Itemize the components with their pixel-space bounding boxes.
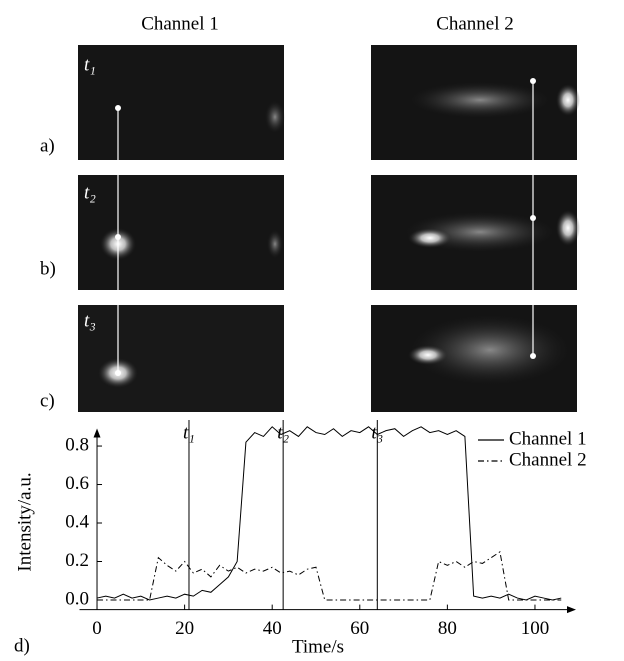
time-marker-label: t₁: [183, 422, 195, 443]
series-line: [96, 426, 562, 601]
x-axis-label: Time/s: [292, 636, 344, 657]
series-line: [97, 551, 562, 601]
x-tick-label: 20: [175, 618, 194, 639]
x-tick-label: 0: [92, 618, 102, 639]
x-tick-label: 80: [438, 618, 457, 639]
panel-label: a): [40, 135, 55, 156]
y-tick-label: 0.2: [65, 550, 89, 571]
y-tick-label: 0.6: [65, 473, 89, 494]
panel-label: c): [40, 390, 55, 411]
y-axis-label: Intensity/a.u.: [14, 472, 35, 571]
x-axis-arrow: [567, 606, 576, 614]
time-label: t₂: [84, 182, 96, 203]
y-tick-label: 0.8: [65, 434, 89, 455]
y-tick-label: 0.0: [65, 588, 89, 609]
panel-label: d): [14, 635, 30, 656]
time-label: t₁: [84, 54, 96, 75]
column-title: Channel 1: [141, 13, 219, 34]
y-axis-arrow: [93, 428, 101, 438]
legend-label: Channel 1: [509, 428, 587, 449]
time-marker-label: t₃: [371, 422, 383, 443]
micrographs: [78, 45, 580, 412]
y-tick-label: 0.4: [65, 511, 89, 532]
x-tick-label: 60: [350, 618, 369, 639]
column-title: Channel 2: [436, 13, 514, 34]
legend-label: Channel 2: [509, 449, 587, 470]
panel-label: b): [40, 258, 56, 279]
x-tick-label: 40: [263, 618, 282, 639]
x-tick-label: 100: [521, 618, 550, 639]
time-marker-label: t₂: [277, 422, 289, 443]
time-label: t₃: [84, 310, 96, 331]
